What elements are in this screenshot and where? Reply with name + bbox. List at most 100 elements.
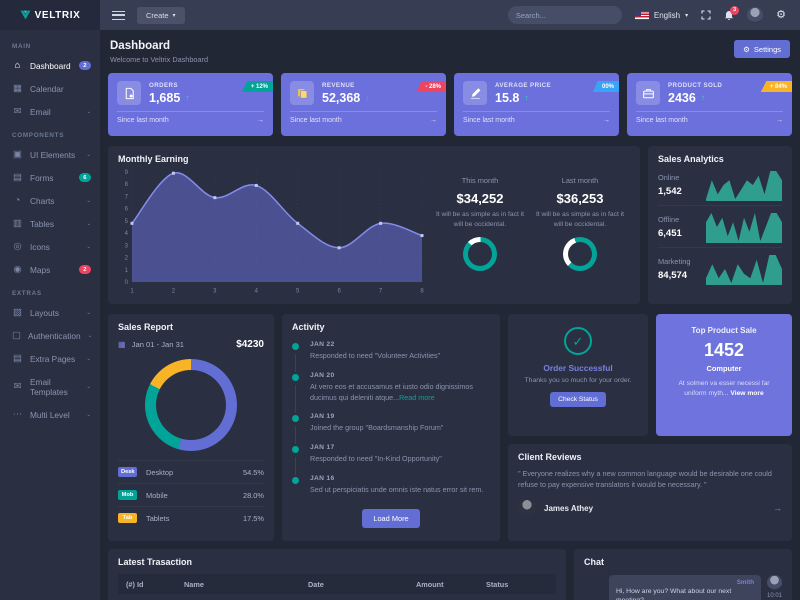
activity-item: JAN 19 Joined the group "Boardsmanship F…: [292, 413, 490, 444]
chat-text: Hi, How are you? What about our next mee…: [615, 588, 732, 600]
table-header: (#) Id Name Date Amount Status: [118, 574, 556, 594]
sidebar-item-multi-level[interactable]: ⋯ Multi Level ⌄: [12, 408, 91, 420]
legend-name: Desktop: [146, 467, 174, 477]
check-status-button[interactable]: Check Status: [550, 392, 606, 407]
calendar-icon: ▦: [118, 340, 126, 349]
latest-transaction-card: Latest Trasaction (#) Id Name Date Amount St…: [108, 549, 566, 600]
stat-badge: + 84%: [760, 81, 792, 92]
last-month-donut: [563, 237, 597, 272]
chevron-down-icon: ⌄: [86, 220, 91, 227]
legend-row: Desk Desktop 54.5%: [118, 460, 264, 483]
product-title: Top Product Sale: [691, 326, 757, 335]
fullscreen-icon[interactable]: [701, 10, 711, 20]
search-input[interactable]: [515, 10, 613, 20]
arrow-right-icon[interactable]: →: [430, 116, 437, 124]
settings-gear-icon[interactable]: ⚙: [776, 8, 786, 21]
settings-button[interactable]: ⚙ Settings: [734, 40, 790, 58]
order-successful-card: ✓ Order Successful Thanks you so much fo…: [508, 314, 648, 436]
svg-text:0: 0: [125, 280, 129, 286]
sidebar-item-tables[interactable]: ▥ Tables ⌄: [13, 217, 91, 229]
auth-icon: ▢: [12, 329, 21, 341]
svg-text:2: 2: [125, 256, 129, 262]
sidebar-item-layouts[interactable]: ▧ Layouts ⌄: [13, 306, 91, 318]
analytics-label: Marketing: [658, 257, 691, 266]
pencil-icon: [463, 81, 487, 105]
legend-row: Mob Mobile 28.0%: [118, 483, 264, 506]
period-desc: It will be as simple as in fact it will …: [535, 211, 625, 228]
column-header: Status: [486, 579, 509, 589]
chevron-down-icon: ⌄: [86, 355, 91, 362]
sidebar-item-ui-elements[interactable]: ▣ UI Elements ⌄: [13, 148, 91, 160]
analytics-value: 84,574: [658, 270, 688, 281]
create-button[interactable]: Create ▾: [137, 6, 185, 24]
sidebar-item-forms[interactable]: ▤ Forms 6: [0, 166, 100, 189]
us-flag-icon: [634, 10, 649, 20]
activity-item: JAN 20 At vero eos et accusamus et iusto…: [292, 372, 490, 414]
arrow-right-icon[interactable]: →: [776, 116, 783, 124]
notifications-button[interactable]: 3: [724, 5, 740, 21]
svg-text:9: 9: [125, 170, 129, 176]
pages-icon: ▤: [13, 352, 22, 364]
gear-icon: ⚙: [743, 44, 750, 54]
svg-text:2: 2: [172, 289, 176, 295]
activity-date: JAN 16: [310, 474, 335, 482]
user-avatar[interactable]: [747, 7, 764, 23]
analytics-row: Online 1,542: [658, 164, 782, 206]
this-month-donut: [463, 237, 497, 272]
sidebar-item-calendar[interactable]: ▦ Calendar: [13, 82, 64, 94]
stat-footer-label: Since last month: [636, 116, 688, 124]
arrow-right-icon[interactable]: →: [257, 116, 264, 124]
sidebar-item-maps[interactable]: ◉ Maps 2: [0, 258, 100, 281]
svg-text:1: 1: [125, 268, 129, 274]
stat-badge: - 28%: [416, 81, 446, 92]
chevron-down-icon: ⌄: [86, 309, 91, 316]
sidebar-item-email-templates[interactable]: ✉ Email Templates ⌄: [13, 376, 91, 397]
svg-text:7: 7: [125, 194, 129, 200]
date-range-picker[interactable]: ▦ Jan 01 - Jan 31: [118, 340, 185, 349]
table-row-partial[interactable]: [118, 594, 556, 600]
arrow-right-icon[interactable]: →: [773, 503, 782, 514]
svg-text:3: 3: [213, 289, 217, 295]
sidebar-item-authentication[interactable]: ▢ Authentication ⌄: [12, 329, 93, 341]
load-more-button[interactable]: Load More: [362, 508, 420, 528]
reviewer-avatar: [518, 499, 536, 518]
activity-text: Responded to need "In-Kind Opportunity": [310, 454, 442, 464]
card-title: Sales Analytics: [658, 154, 724, 164]
legend-tag: Desk: [118, 467, 137, 477]
arrow-right-icon[interactable]: →: [603, 116, 610, 124]
sidebar-item-icons[interactable]: ◎ Icons ⌄: [13, 240, 91, 252]
report-legend: Desk Desktop 54.5% Mob Mobile 28.0% Tab …: [118, 460, 264, 529]
sidebar-item-email[interactable]: ✉ Email ⌄: [13, 105, 91, 117]
svg-text:7: 7: [379, 289, 383, 295]
sidebar-item-charts[interactable]: ◔ Charts ⌄: [0, 189, 100, 212]
activity-date: JAN 17: [310, 444, 335, 452]
chat-sender: Smith: [736, 579, 754, 586]
nav-badge: 2: [78, 61, 91, 70]
sales-report-donut-chart: [145, 359, 237, 451]
svg-text:5: 5: [296, 289, 300, 295]
stat-value: 1,685: [149, 90, 181, 105]
review-quote: " Everyone realizes why a new common lan…: [518, 469, 772, 490]
period-label: Last month: [561, 176, 599, 185]
language-selector[interactable]: English ▾: [634, 10, 688, 20]
sidebar-item-extra-pages[interactable]: ▤ Extra Pages ⌄: [13, 352, 91, 364]
activity-item: JAN 22 Responded to need "Volunteer Acti…: [292, 341, 490, 372]
legend-tag: Tab: [118, 513, 137, 523]
analytics-label: Offline: [658, 215, 680, 224]
sidebar-section-label: EXTRAS: [12, 290, 42, 297]
menu-toggle-icon[interactable]: [112, 10, 125, 20]
card-title: Client Reviews: [518, 452, 582, 462]
svg-text:6: 6: [125, 207, 129, 213]
chat-avatar: [766, 575, 782, 590]
analytics-row: Marketing 84,574: [658, 248, 782, 289]
card-title: Latest Trasaction: [118, 557, 193, 567]
nav-badge: 6: [78, 173, 91, 182]
legend-percent: 54.5%: [243, 467, 264, 477]
read-more-link[interactable]: Read more: [399, 392, 435, 402]
sidebar-item-dashboard[interactable]: ⌂ Dashboard 2: [0, 54, 100, 77]
brand[interactable]: VELTRIX: [0, 0, 100, 30]
icons-icon: ◎: [13, 240, 22, 252]
view-more-link[interactable]: View more: [730, 389, 764, 397]
stat-label: AVERAGE PRICE: [495, 81, 551, 89]
